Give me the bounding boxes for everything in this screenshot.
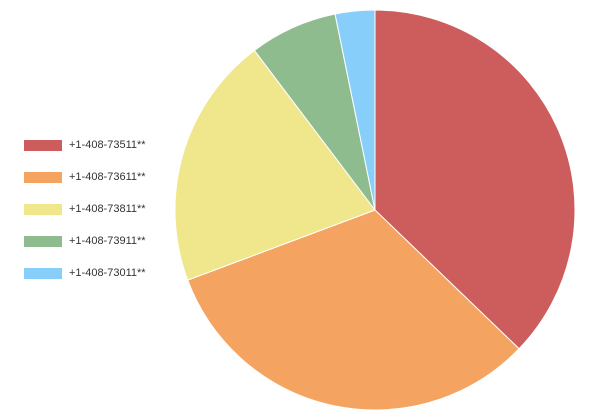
legend-swatch xyxy=(24,236,62,247)
legend-label: +1-408-73611** xyxy=(69,171,146,183)
legend-swatch xyxy=(24,268,62,279)
legend-label: +1-408-73511** xyxy=(69,139,146,151)
pie-slice xyxy=(187,209,520,411)
pie-slice xyxy=(374,9,576,350)
legend-swatch xyxy=(24,204,62,215)
pie-slice xyxy=(174,49,376,281)
legend-label: +1-408-73911** xyxy=(69,235,146,247)
legend-swatch xyxy=(24,140,62,151)
legend-swatch xyxy=(24,172,62,183)
pie-slice xyxy=(334,9,376,211)
legend-label: +1-408-73011** xyxy=(69,267,146,279)
legend-label: +1-408-73811** xyxy=(69,203,146,215)
